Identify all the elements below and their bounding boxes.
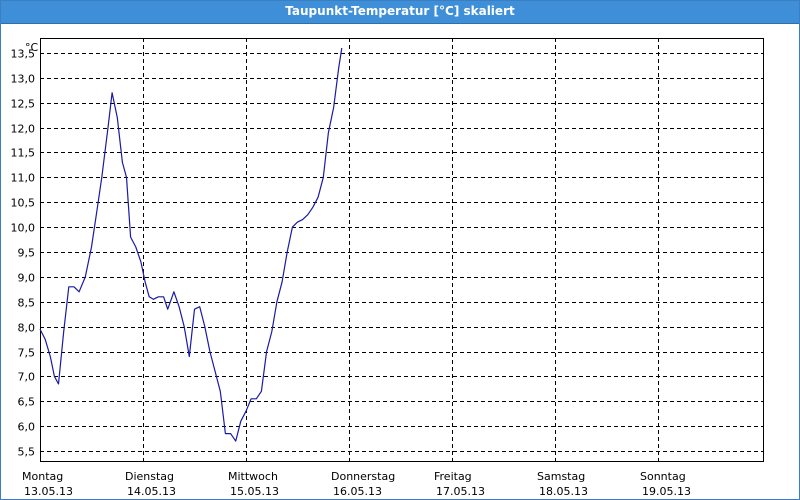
x-tick-day: Montag [22,470,63,483]
x-tick-day: Dienstag [125,470,174,483]
y-tick-label: 12,5 [11,98,36,111]
y-tick-label: 8,5 [18,297,36,310]
x-tick-labels: Montag 13.05.13 Dienstag 14.05.13 Mittwoch 15… [22,470,691,498]
x-tick-day: Freitag [434,470,472,483]
y-tick-label: 13,0 [11,73,36,86]
x-tick-date: 16.05.13 [333,485,382,498]
x-tick-date: 18.05.13 [539,485,588,498]
y-tick-label: 13,5 [11,48,36,61]
axes [40,38,764,462]
y-tick-label: 9,5 [18,247,36,260]
y-tick-label: 10,0 [11,222,36,235]
x-tick-date: 13.05.13 [24,485,73,498]
y-tick-label: 6,0 [18,421,36,434]
title-bar: Taupunkt-Temperatur [°C] skaliert [1,1,799,24]
y-tick-label: 6,5 [18,396,36,409]
grid [40,38,763,461]
x-tick-date: 17.05.13 [436,485,485,498]
y-tick-labels: 13,5 13,0 12,5 12,0 11,5 11,0 10,5 10,0 9,5 9,0 8,… [11,48,36,459]
x-tick-date: 15.05.13 [230,485,279,498]
y-tick-label: 7,5 [18,347,36,360]
y-unit-label: °C [25,41,39,54]
x-tick-day: Donnerstag [331,470,395,483]
plot-frame [40,38,764,462]
window-title: Taupunkt-Temperatur [°C] skaliert [285,4,515,18]
y-tick-label: 9,0 [18,272,36,285]
x-tick-date: 14.05.13 [127,485,176,498]
x-tick-day: Mittwoch [228,470,278,483]
dewpoint-series-line [39,47,343,442]
y-tick-label: 12,0 [11,123,36,136]
y-tick-label: 11,5 [11,147,36,160]
y-tick-label: 5,5 [18,446,36,459]
y-tick-label: 8,0 [18,322,36,335]
x-tick-day: Samstag [537,470,585,483]
y-tick-label: 7,0 [18,371,36,384]
x-tick-date: 19.05.13 [642,485,691,498]
x-tick-day: Sonntag [640,470,686,483]
series [39,47,343,442]
y-tick-label: 10,5 [11,197,36,210]
y-tick-label: 11,0 [11,172,36,185]
